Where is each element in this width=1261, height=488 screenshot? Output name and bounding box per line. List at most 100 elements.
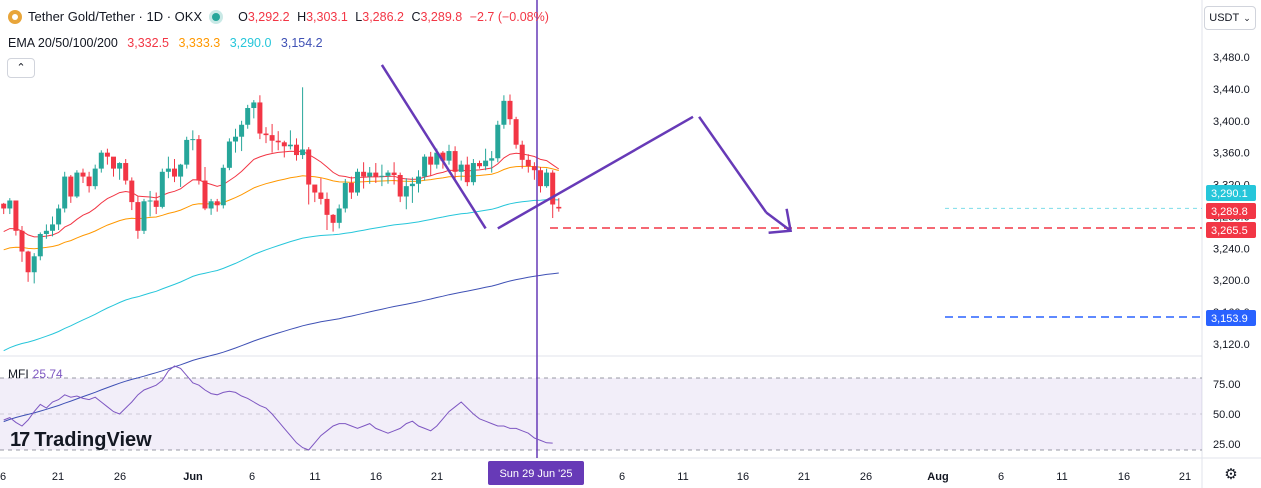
- trend-arrow-line: [497, 115, 694, 230]
- candle: [385, 172, 391, 176]
- candle: [1, 203, 7, 209]
- candle: [318, 192, 324, 199]
- price-tick-label: 3,480.0: [1213, 52, 1250, 64]
- candle: [355, 171, 360, 193]
- candle: [556, 206, 562, 209]
- candle: [342, 182, 348, 209]
- candle: [220, 167, 226, 206]
- candle: [184, 139, 190, 165]
- time-tick-label: 6: [619, 471, 625, 483]
- candle: [111, 156, 116, 169]
- candle: [172, 168, 177, 177]
- price-badge-label: 3,265.5: [1211, 225, 1248, 237]
- candle: [98, 152, 104, 169]
- candle: [464, 164, 470, 183]
- candle: [251, 102, 257, 109]
- candle: [306, 149, 312, 185]
- candle: [391, 172, 397, 175]
- price-tick-label: 3,400.0: [1213, 116, 1250, 128]
- candle: [348, 182, 354, 193]
- time-tick-label: 26: [114, 471, 126, 483]
- candle: [68, 176, 74, 197]
- candle: [135, 202, 141, 231]
- ohlc-values: O3,292.2 H3,303.1 L3,286.2 C3,289.8 −2.7…: [238, 9, 549, 24]
- price-tick-label: 3,120.0: [1213, 339, 1250, 351]
- time-tick-label: 16: [737, 471, 749, 483]
- time-tick-label: 16: [370, 471, 382, 483]
- candle: [477, 163, 482, 167]
- price-badge-label: 3,290.1: [1211, 188, 1248, 200]
- crosshair-date-badge: [488, 461, 584, 485]
- market-status-icon: [212, 12, 221, 21]
- price-badge: [1206, 222, 1256, 238]
- chevron-up-icon: ⌃: [16, 62, 26, 74]
- candle: [7, 200, 13, 209]
- crosshair-date-label: Sun 29 Jun '25: [499, 468, 572, 480]
- currency-button[interactable]: USDT ⌄: [1204, 6, 1256, 30]
- time-tick-label: 11: [677, 471, 688, 483]
- candle: [37, 233, 43, 257]
- price-tick-label: 3,440.0: [1213, 84, 1250, 96]
- ema-100-line: [3, 199, 559, 352]
- candle: [495, 124, 501, 159]
- candle: [287, 144, 293, 147]
- candle: [324, 198, 330, 215]
- candle: [208, 201, 214, 209]
- candle: [233, 136, 238, 142]
- price-tick-label: 3,240.0: [1213, 243, 1250, 255]
- mfi-label: MFI: [8, 367, 29, 381]
- candle: [202, 180, 208, 209]
- candle: [409, 183, 415, 187]
- candle: [117, 163, 123, 169]
- candle: [214, 201, 220, 206]
- candle: [25, 251, 31, 273]
- ema-200-line: [3, 272, 559, 423]
- time-tick-label: Jun: [183, 471, 203, 483]
- ema-legend[interactable]: EMA 20/50/100/200 3,332.5 3,333.3 3,290.…: [8, 36, 329, 50]
- candle: [330, 214, 336, 223]
- candle: [19, 230, 25, 252]
- gear-icon[interactable]: ⚙: [1224, 466, 1238, 483]
- candle: [141, 201, 147, 231]
- candle: [196, 139, 202, 181]
- candle: [470, 163, 476, 183]
- collapse-legend-button[interactable]: ⌃: [7, 58, 35, 78]
- candle: [245, 108, 251, 125]
- candle: [263, 133, 269, 136]
- candle: [92, 168, 98, 187]
- candle: [123, 163, 129, 181]
- candle: [13, 200, 19, 231]
- candle: [74, 172, 80, 197]
- time-tick-label: 6: [0, 471, 6, 483]
- time-tick-label: 21: [431, 471, 443, 483]
- candle: [178, 164, 184, 177]
- symbol-title[interactable]: Tether Gold/Tether · 1D · OKX: [28, 9, 203, 24]
- candle: [31, 256, 37, 273]
- candle: [43, 230, 49, 234]
- ema-label: EMA 20/50/100/200: [8, 36, 118, 50]
- mfi-legend[interactable]: MFI 25.74: [8, 367, 63, 381]
- time-tick-label: 11: [309, 471, 320, 483]
- candle: [80, 172, 86, 177]
- ema-20-value: 3,332.5: [127, 36, 170, 50]
- tradingview-logo[interactable]: 17 TradingView: [10, 429, 152, 452]
- trend-arrow-line: [380, 64, 487, 230]
- candle: [531, 166, 537, 171]
- price-badge-label: 3,289.8: [1211, 206, 1248, 218]
- time-tick-label: 16: [1118, 471, 1130, 483]
- candle: [373, 172, 379, 177]
- candle: [525, 159, 531, 167]
- candle: [434, 152, 440, 165]
- candle: [361, 171, 367, 177]
- candle: [483, 160, 489, 167]
- candle: [501, 100, 507, 125]
- candle: [159, 171, 165, 207]
- tether-gold-icon: [8, 9, 22, 24]
- candle: [190, 139, 196, 141]
- candle: [458, 164, 464, 172]
- chart-header: Tether Gold/Tether · 1D · OKX O3,292.2 H…: [8, 9, 549, 24]
- logo-text: TradingView: [34, 429, 152, 451]
- candle: [507, 100, 513, 120]
- candle: [129, 180, 135, 203]
